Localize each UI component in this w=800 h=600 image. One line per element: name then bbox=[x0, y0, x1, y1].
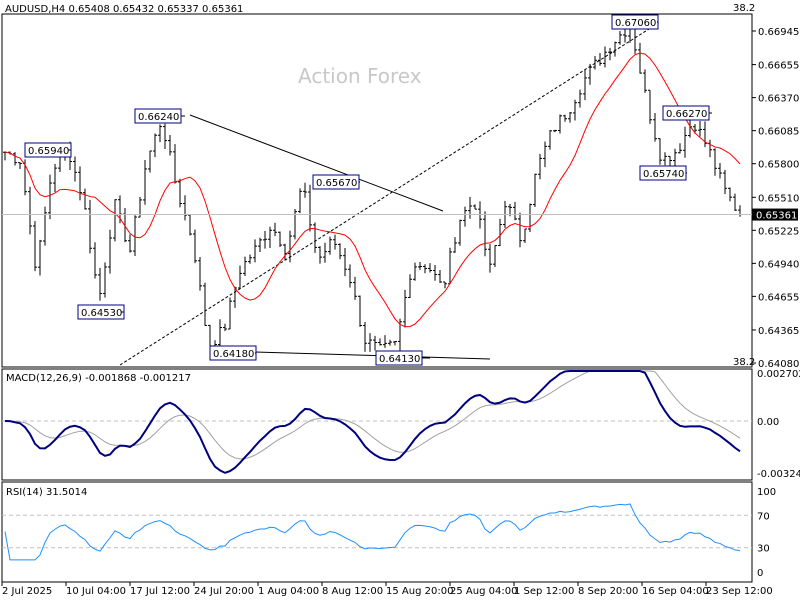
watermark: Action Forex bbox=[298, 64, 422, 88]
price-annotation: 0.67060 bbox=[615, 18, 656, 29]
trendline-resistance[interactable] bbox=[189, 114, 444, 212]
fib-label-bottom: 38.2 bbox=[733, 357, 755, 368]
current-price-tag bbox=[752, 208, 798, 221]
rsi-tick-label: 70 bbox=[757, 511, 770, 522]
rsi-label: RSI(14) 31.5014 bbox=[6, 487, 87, 498]
price-annotation: 0.66270 bbox=[666, 109, 707, 120]
rsi-tick-label: 30 bbox=[757, 544, 770, 555]
macd-line bbox=[4, 370, 741, 474]
price-tick-label: 0.64365 bbox=[758, 326, 799, 337]
fib-label-top: 38.2 bbox=[733, 3, 755, 14]
macd-tick-label: 0.002702 bbox=[757, 369, 800, 380]
time-tick-label: 15 Aug 20:00 bbox=[386, 586, 453, 597]
time-tick-label: 1 Sep 12:00 bbox=[514, 586, 574, 597]
macd-label: MACD(12,26,9) -0.001868 -0.001217 bbox=[6, 373, 191, 384]
time-tick-label: 8 Aug 12:00 bbox=[322, 586, 383, 597]
price-tick-label: 0.66655 bbox=[758, 61, 799, 72]
price-annotation: 0.65740 bbox=[643, 169, 684, 180]
trendline-support[interactable] bbox=[254, 351, 491, 360]
price-tick-label: 0.66945 bbox=[758, 27, 799, 38]
fib-line[interactable] bbox=[119, 21, 661, 366]
price-tick-label: 0.66085 bbox=[758, 127, 799, 138]
price-annotation: 0.66240 bbox=[138, 112, 179, 123]
price-annotation: 0.64130 bbox=[379, 354, 420, 365]
time-tick-label: 16 Sep 04:00 bbox=[642, 586, 709, 597]
price-annotation: 0.65940 bbox=[28, 146, 69, 157]
macd-tick-label: 0.00 bbox=[757, 417, 779, 428]
time-tick-label: 1 Aug 04:00 bbox=[258, 586, 319, 597]
macd-signal-line bbox=[4, 370, 741, 460]
time-tick-label: 23 Sep 12:00 bbox=[706, 586, 773, 597]
price-annotation: 0.65670 bbox=[316, 178, 357, 189]
time-tick-label: 8 Sep 20:00 bbox=[578, 586, 638, 597]
current-price-label: 0.65361 bbox=[756, 211, 797, 222]
time-tick-label: 17 Jul 12:00 bbox=[130, 586, 190, 597]
price-tick-label: 0.65225 bbox=[758, 226, 799, 237]
time-tick-label: 25 Aug 04:00 bbox=[450, 586, 517, 597]
symbol-header: AUDUSD,H4 0.65408 0.65432 0.65337 0.6536… bbox=[5, 4, 243, 15]
macd-panel-border bbox=[1, 368, 753, 481]
main-panel-border bbox=[1, 13, 753, 368]
price-annotation: 0.64530 bbox=[81, 308, 122, 319]
rsi-tick-label: 0 bbox=[757, 568, 763, 579]
price-tick-label: 0.64080 bbox=[758, 359, 799, 370]
rsi-tick-label: 100 bbox=[757, 487, 776, 498]
price-annotation: 0.64180 bbox=[213, 349, 254, 360]
moving-average-line bbox=[4, 52, 741, 328]
price-tick-label: 0.64940 bbox=[758, 259, 799, 270]
price-tick-label: 0.64655 bbox=[758, 292, 799, 303]
price-tick-label: 0.65510 bbox=[758, 193, 799, 204]
price-tick-label: 0.66370 bbox=[758, 94, 799, 105]
rsi-line bbox=[4, 503, 741, 561]
time-tick-label: 24 Jul 20:00 bbox=[194, 586, 254, 597]
price-tick-label: 0.65800 bbox=[758, 160, 799, 171]
time-tick-label: 2 Jul 2025 bbox=[2, 586, 52, 597]
time-tick-label: 10 Jul 04:00 bbox=[66, 586, 126, 597]
rsi-panel-border bbox=[1, 481, 753, 583]
